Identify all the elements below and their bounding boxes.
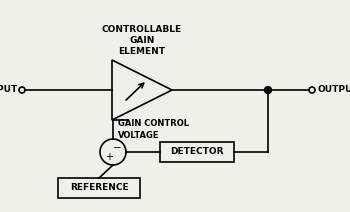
Text: GAIN CONTROL
VOLTAGE: GAIN CONTROL VOLTAGE — [118, 119, 189, 139]
Text: CONTROLLABLE
GAIN
ELEMENT: CONTROLLABLE GAIN ELEMENT — [102, 25, 182, 56]
Text: OUTPUT: OUTPUT — [317, 85, 350, 95]
Text: REFERENCE: REFERENCE — [70, 184, 128, 192]
Text: −: − — [113, 143, 121, 153]
Text: INPUT: INPUT — [0, 85, 17, 95]
Bar — [160, 142, 234, 162]
Bar — [58, 178, 140, 198]
Text: +: + — [105, 152, 113, 162]
Circle shape — [265, 86, 272, 93]
Text: DETECTOR: DETECTOR — [170, 148, 224, 156]
